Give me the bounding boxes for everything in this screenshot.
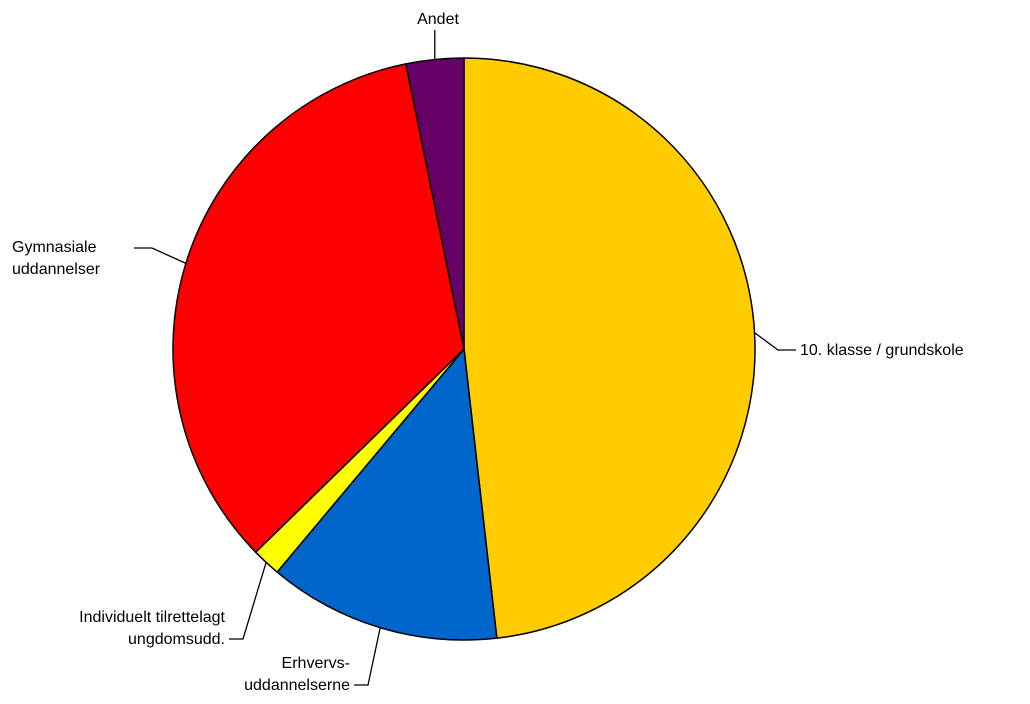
- slice-label-0: 10. klasse / grundskole: [800, 342, 964, 359]
- leader-lines-layer: [134, 30, 796, 686]
- leader-line-2: [229, 562, 267, 640]
- slice-label-4: Andet: [417, 11, 459, 28]
- leader-line-0: [754, 332, 796, 351]
- leader-line-1: [354, 627, 381, 686]
- slice-label-1: Erhvervs-uddannelserne: [244, 655, 350, 694]
- pie-slice-4: [405, 57, 465, 350]
- slice-label-line: uddannelser: [12, 261, 101, 278]
- slice-label-line: 10. klasse / grundskole: [800, 342, 964, 359]
- slice-label-line: ungdomsudd.: [128, 631, 225, 648]
- slices-layer: [172, 57, 756, 641]
- slice-label-3: Gymnasiale uddannelser: [12, 239, 101, 278]
- slice-label-line: Individuelt tilrettelagt: [79, 609, 225, 626]
- labels-layer: 10. klasse / grundskole Erhvervs-uddannel…: [12, 11, 964, 694]
- slice-label-line: Gymnasiale: [12, 239, 97, 256]
- slice-label-line: Andet: [417, 11, 459, 28]
- slice-label-2: Individuelt tilrettelagt ungdomsudd.: [79, 609, 225, 648]
- slice-label-line: uddannelserne: [244, 677, 350, 694]
- leader-line-3: [134, 247, 187, 264]
- slice-label-line: Erhvervs-: [282, 655, 350, 672]
- pie-slice-0: [463, 57, 756, 639]
- pie-slice-1: [276, 348, 498, 641]
